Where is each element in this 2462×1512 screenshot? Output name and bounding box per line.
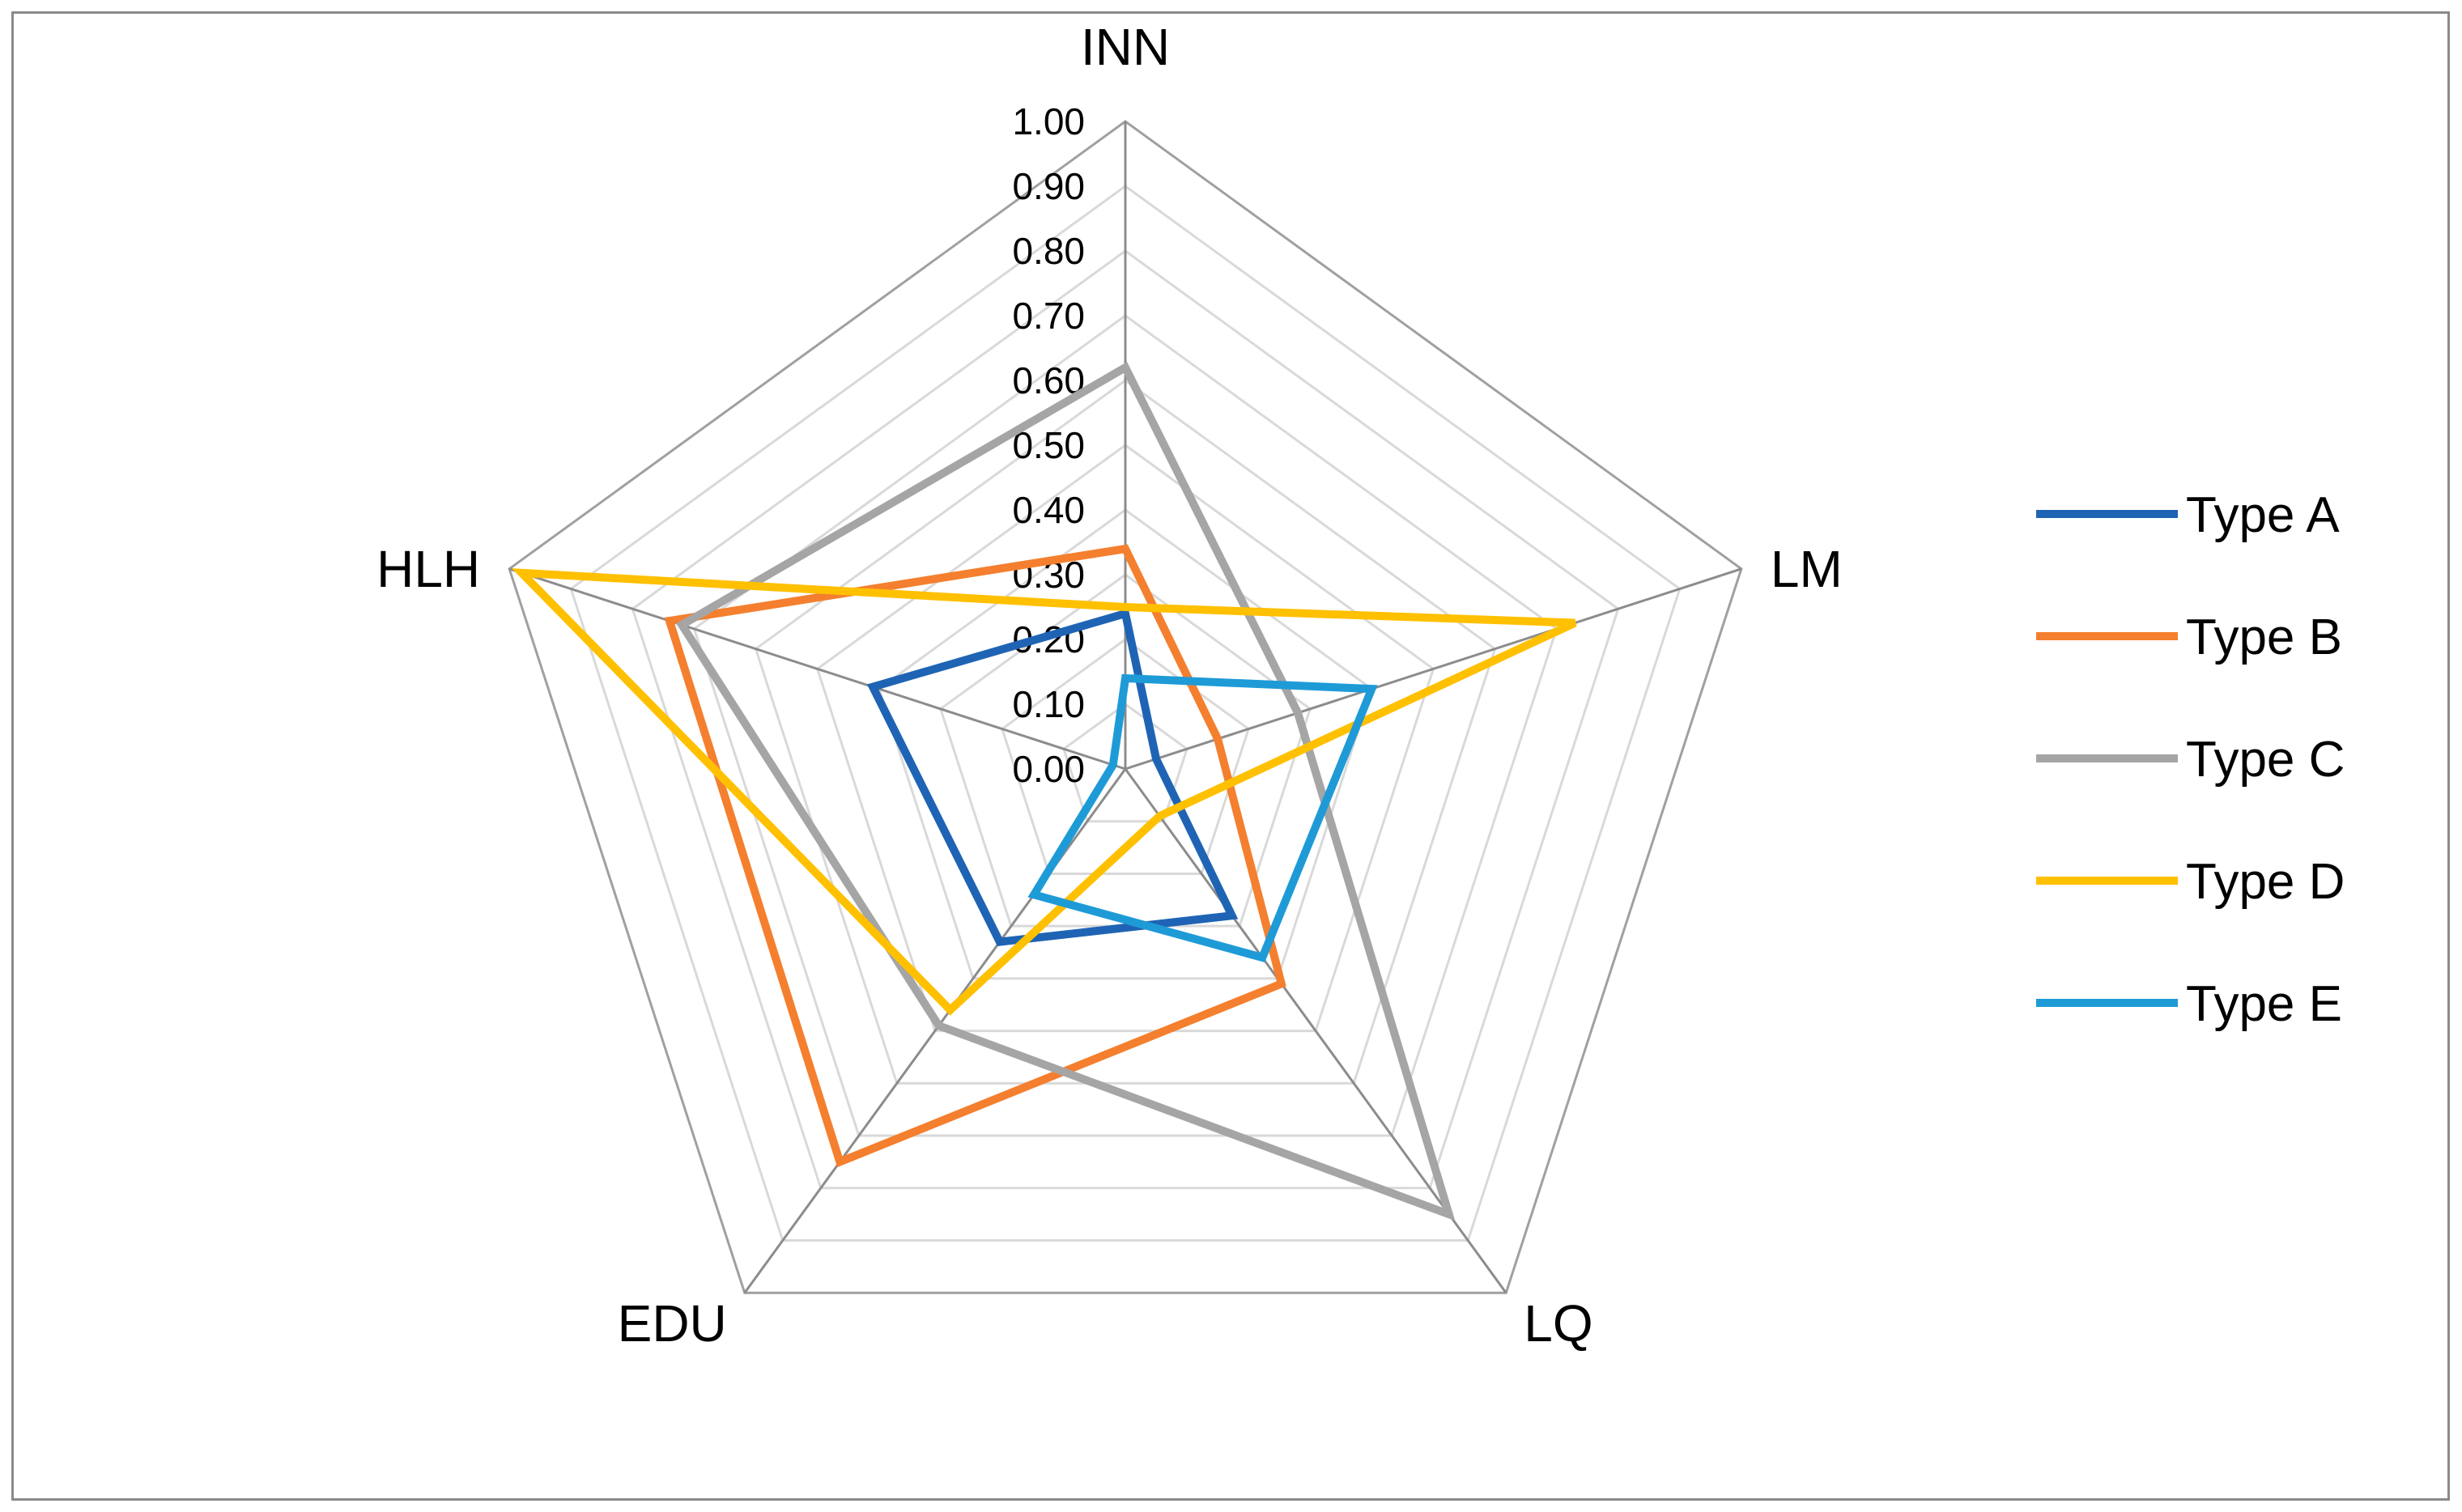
series-line-type-b	[664, 544, 1286, 1168]
axis-label-hlh: HLH	[376, 540, 480, 598]
tick-label: 0.70	[1012, 295, 1085, 337]
grid-ring	[1001, 638, 1250, 875]
legend-label: Type E	[2186, 976, 2342, 1032]
tick-label: 0.80	[1012, 230, 1085, 272]
grid-ring	[815, 444, 1435, 1033]
grid-ring	[569, 185, 1682, 1242]
legend-label: Type B	[2186, 609, 2342, 665]
legend-label: Type A	[2186, 487, 2340, 543]
tick-label: 0.10	[1012, 683, 1085, 725]
tick-label: 0.90	[1012, 165, 1085, 207]
tick-label: 0.40	[1012, 489, 1085, 531]
series-line-type-a	[866, 608, 1239, 946]
tick-label: 0.00	[1012, 748, 1085, 790]
series-lines	[511, 362, 1577, 1221]
axis-label-lm: LM	[1771, 540, 1843, 598]
grid-ring	[877, 508, 1374, 980]
legend-label: Type C	[2186, 732, 2345, 788]
grid-ring	[1062, 703, 1188, 823]
grid-ring	[508, 120, 1743, 1294]
grid-ring	[631, 249, 1620, 1190]
grid-ring	[754, 379, 1497, 1085]
axis-spoke-lm	[1125, 567, 1742, 771]
legend: Type A Type B Type C Type D Type E	[2036, 487, 2345, 1032]
legend-label: Type D	[2186, 854, 2345, 910]
series-line-type-e	[1027, 673, 1378, 962]
axis-label-edu: EDU	[618, 1294, 727, 1353]
axis-spoke-hlh	[508, 567, 1126, 771]
series-line-type-c	[676, 362, 1456, 1221]
tick-label: 0.50	[1012, 424, 1085, 466]
tick-labels: 0.000.100.200.300.400.500.600.700.800.90…	[1012, 100, 1085, 790]
axis-label-inn: INN	[1081, 18, 1170, 76]
series-line-type-d	[511, 568, 1577, 1016]
axis-label-lq: LQ	[1524, 1294, 1592, 1353]
tick-label: 1.00	[1012, 100, 1085, 142]
axis-labels: INN LM LQ EDU HLH	[376, 18, 1843, 1353]
